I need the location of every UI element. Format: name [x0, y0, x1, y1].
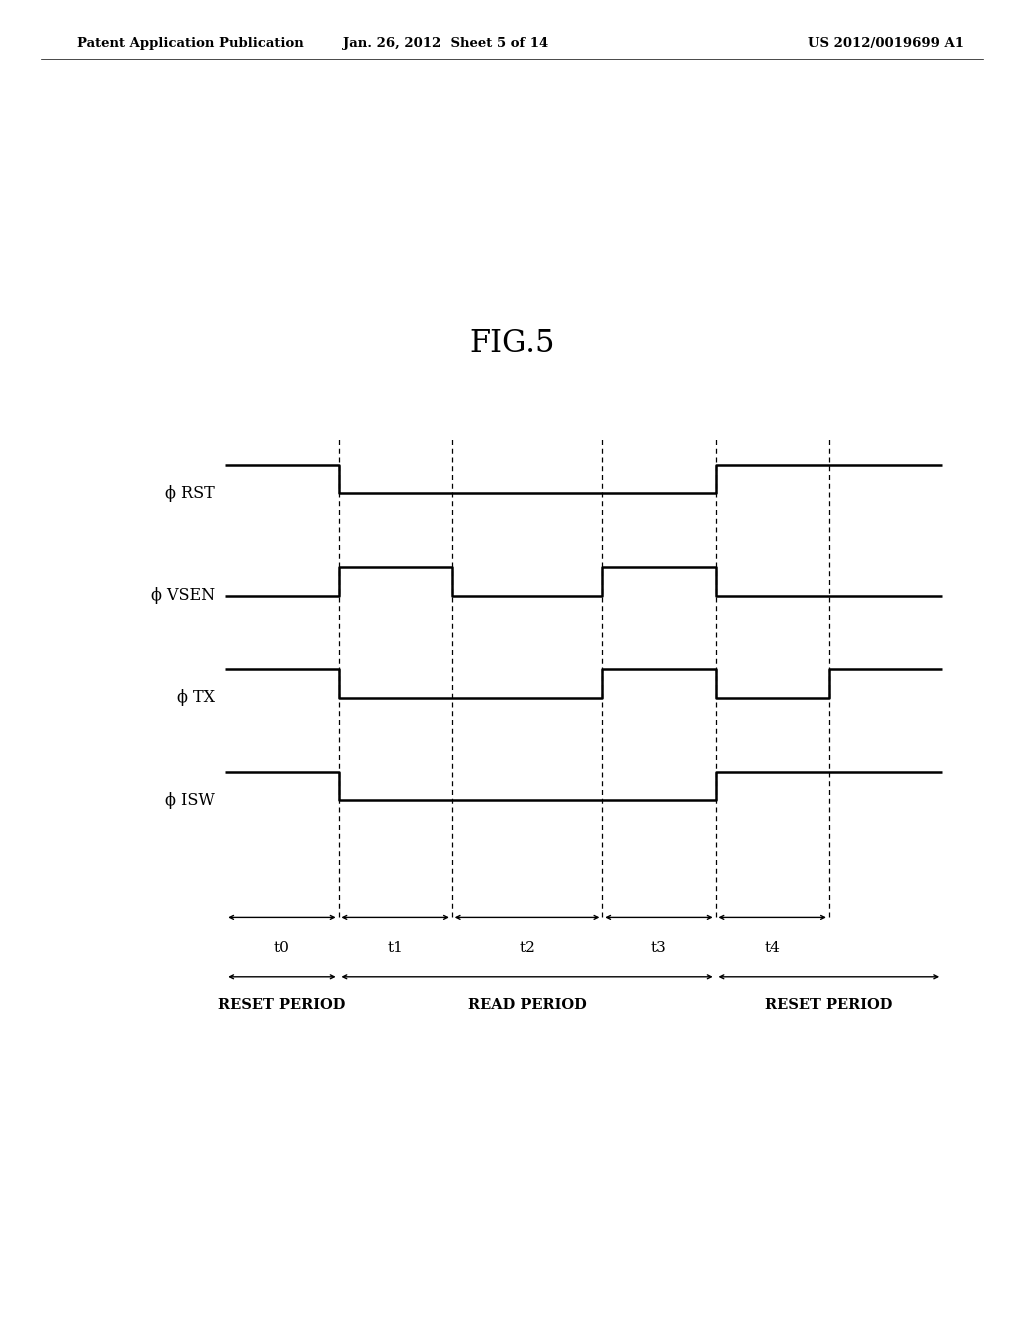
Text: ϕ ISW: ϕ ISW	[165, 792, 215, 809]
Text: t3: t3	[651, 941, 667, 956]
Text: READ PERIOD: READ PERIOD	[468, 998, 587, 1012]
Text: t4: t4	[764, 941, 780, 956]
Text: US 2012/0019699 A1: US 2012/0019699 A1	[808, 37, 964, 50]
Text: t0: t0	[274, 941, 290, 956]
Text: RESET PERIOD: RESET PERIOD	[218, 998, 345, 1012]
Text: Patent Application Publication: Patent Application Publication	[77, 37, 303, 50]
Text: RESET PERIOD: RESET PERIOD	[765, 998, 893, 1012]
Text: ϕ RST: ϕ RST	[165, 484, 215, 502]
Text: t1: t1	[387, 941, 403, 956]
Text: ϕ TX: ϕ TX	[177, 689, 215, 706]
Text: t2: t2	[519, 941, 535, 956]
Text: ϕ VSEN: ϕ VSEN	[151, 587, 215, 605]
Text: Jan. 26, 2012  Sheet 5 of 14: Jan. 26, 2012 Sheet 5 of 14	[343, 37, 548, 50]
Text: FIG.5: FIG.5	[469, 327, 555, 359]
